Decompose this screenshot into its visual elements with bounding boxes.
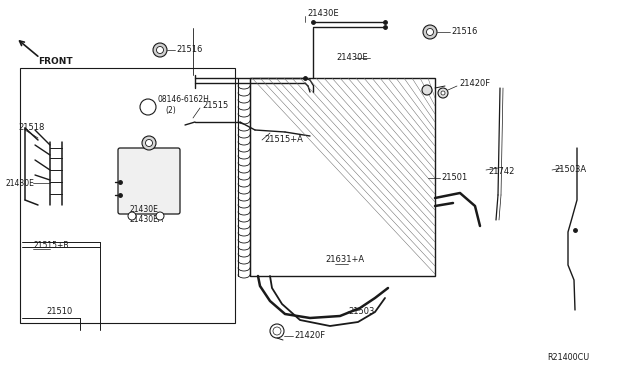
- Text: 21515: 21515: [202, 100, 228, 109]
- Circle shape: [156, 212, 164, 220]
- Circle shape: [426, 29, 433, 35]
- Text: 21430EA: 21430EA: [130, 215, 164, 224]
- Bar: [20, 68, 235, 323]
- Circle shape: [157, 46, 163, 54]
- Text: 21430E: 21430E: [130, 205, 159, 214]
- Text: 21516: 21516: [451, 28, 477, 36]
- Text: 21631+A: 21631+A: [325, 256, 364, 264]
- Text: 08146-6162H: 08146-6162H: [158, 96, 210, 105]
- Text: 21515+A: 21515+A: [264, 135, 303, 144]
- Text: B: B: [145, 103, 151, 112]
- Text: (2): (2): [165, 106, 176, 115]
- Text: 21515+B: 21515+B: [33, 241, 68, 250]
- Circle shape: [153, 43, 167, 57]
- Text: 21742: 21742: [488, 167, 515, 176]
- Circle shape: [142, 136, 156, 150]
- Text: 21503: 21503: [348, 308, 374, 317]
- Bar: [250, 78, 435, 276]
- Text: 21516: 21516: [176, 45, 202, 55]
- Circle shape: [441, 91, 445, 95]
- Text: 21420F: 21420F: [294, 331, 325, 340]
- Circle shape: [422, 85, 432, 95]
- Circle shape: [423, 25, 437, 39]
- Text: 21501: 21501: [441, 173, 467, 183]
- FancyBboxPatch shape: [118, 148, 180, 214]
- Text: 21430E: 21430E: [336, 54, 367, 62]
- Circle shape: [140, 99, 156, 115]
- Text: 21518: 21518: [18, 124, 44, 132]
- Text: 21510: 21510: [46, 308, 72, 317]
- Text: 21430E: 21430E: [307, 10, 339, 19]
- Text: FRONT: FRONT: [38, 58, 72, 67]
- Text: R21400CU: R21400CU: [548, 353, 590, 362]
- Text: 21420F: 21420F: [459, 80, 490, 89]
- Circle shape: [128, 212, 136, 220]
- Circle shape: [438, 88, 448, 98]
- Circle shape: [145, 140, 152, 147]
- Text: 21503A: 21503A: [554, 166, 586, 174]
- Text: 21430E: 21430E: [5, 179, 34, 187]
